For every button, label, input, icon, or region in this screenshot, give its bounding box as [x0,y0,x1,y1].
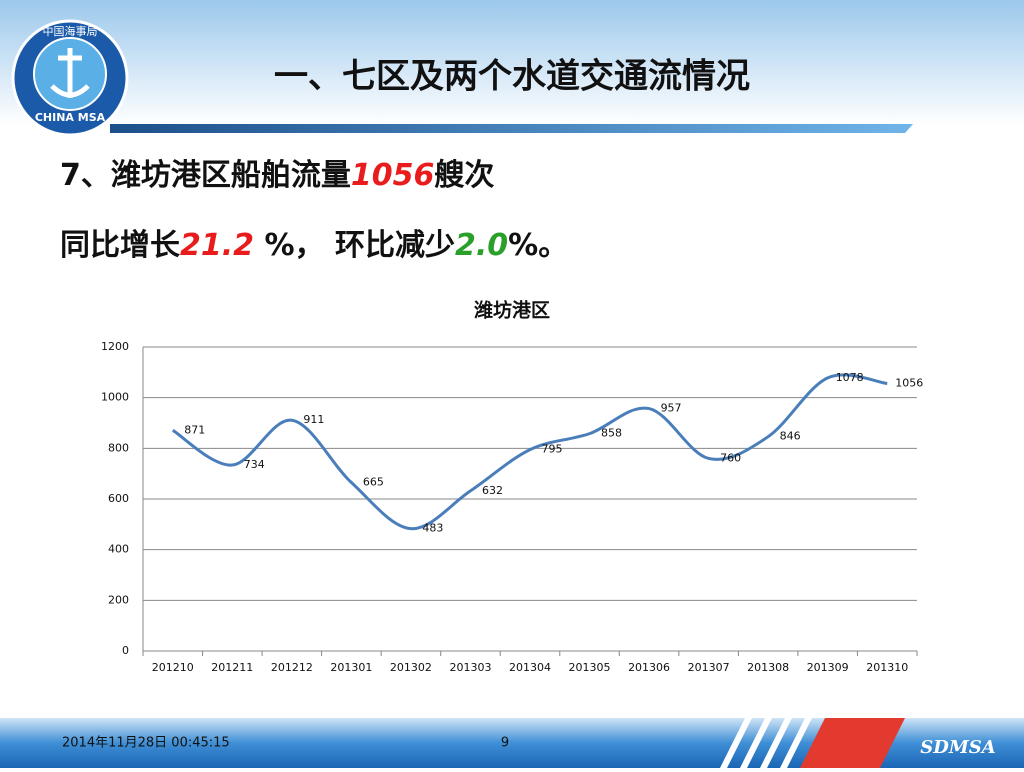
y-tick-label: 0 [122,644,129,657]
x-tick-label: 201301 [330,661,372,674]
header-band [0,0,1024,125]
data-label: 911 [303,413,324,426]
data-label: 1078 [836,371,864,384]
y-tick-label: 200 [108,593,129,606]
summary-line-2: 同比增长21.2 %， 环比减少2.0%。 [60,228,568,263]
data-label: 795 [542,443,563,456]
data-label: 871 [184,423,205,436]
text: 艘次 [434,158,494,193]
footer-date: 2014年11月28日 00:45:15 [62,736,230,751]
text: %， 环比减少 [254,228,455,263]
x-tick-label: 201210 [152,661,194,674]
x-tick-label: 201302 [390,661,432,674]
logo-top: 中国海事局 [43,24,98,38]
y-tick-label: 1000 [101,391,129,404]
x-tick-label: 201307 [688,661,730,674]
text: 同比增长 [60,228,180,263]
highlight: 1056 [351,158,435,193]
y-tick-label: 600 [108,492,129,505]
x-tick-label: 201306 [628,661,670,674]
x-tick-label: 201211 [211,661,253,674]
data-label: 734 [244,458,265,471]
y-tick-label: 1200 [101,340,129,353]
x-tick-label: 201304 [509,661,551,674]
chart-title: 潍坊港区 [473,299,550,322]
logo-bottom: CHINA MSA [35,111,106,124]
x-tick-label: 201303 [449,661,491,674]
data-line [171,373,888,531]
plot: 0 200 400 600 800 1000 1200 201210 201211 201212 2… [101,340,923,674]
data-label: 846 [780,430,801,443]
logo: 中国海事局 CHINA MSA [11,19,129,137]
summary-line-1: 7、潍坊港区船舶流量1056艘次 [60,158,494,193]
y-tick-label: 800 [108,441,129,454]
data-label: 483 [422,522,443,535]
x-tick-label: 201309 [807,661,849,674]
data-label: 632 [482,484,503,497]
page-number: 9 [501,736,509,751]
text: %。 [508,228,568,263]
brand: SDMSA [920,737,996,758]
data-label: 1056 [895,376,923,389]
data-label: 760 [720,451,741,464]
text: 7、潍坊港区船舶流量 [60,158,351,193]
x-tick-label: 201308 [747,661,789,674]
slide-title: 一、七区及两个水道交通流情况 [274,57,750,97]
x-tick-label: 201310 [866,661,908,674]
y-tick-label: 400 [108,543,129,556]
highlight: 2.0 [455,228,508,263]
x-tick-label: 201212 [271,661,313,674]
header-stripe [110,124,913,133]
footer-stripes [720,718,905,768]
x-tick-label: 201305 [569,661,611,674]
data-label: 858 [601,427,622,440]
highlight: 21.2 [180,228,254,263]
data-label: 665 [363,476,384,489]
data-label: 957 [661,402,682,415]
